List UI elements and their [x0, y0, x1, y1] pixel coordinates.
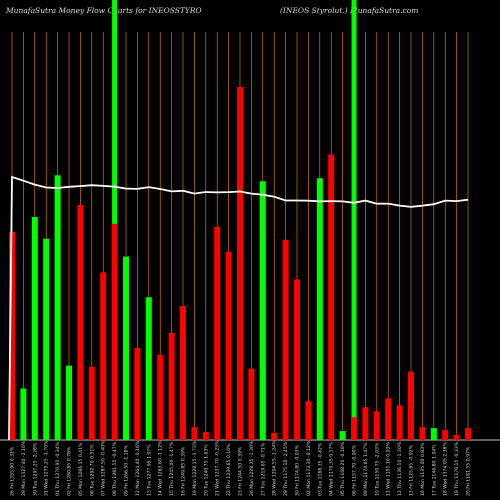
money-flow-bar [168, 332, 175, 440]
money-flow-bar [54, 175, 61, 440]
money-flow-bar [180, 306, 186, 440]
x-tick-label: 07 Wed 1287.50 -0.40% [101, 440, 107, 496]
money-flow-bar [145, 297, 152, 440]
money-flow-bar [202, 432, 209, 440]
x-tick-label: 21 Wed 1237.70 -0.25% [215, 440, 221, 496]
x-tick-label: 31 Wed 1275.25 -1.70% [44, 440, 50, 496]
x-tick-label: 18 Wed 1174.05 2.38% [443, 442, 449, 496]
x-tick-label: 13 Tue 1277.95 1.07% [146, 444, 152, 496]
x-tick-label: 05 Thu 1168.20 -0.18% [340, 441, 346, 496]
x-tick-label: 27 Tue 1219.65 -0.71% [260, 442, 266, 496]
money-flow-bar [225, 251, 232, 440]
money-flow-bar [123, 256, 129, 440]
x-tick-label: 30 Tue 1297.25 -2.28% [32, 442, 38, 496]
x-tick-label: 20 Fri 1181.55 0.97% [466, 446, 472, 496]
money-flow-bar [362, 407, 369, 440]
money-flow-bar [9, 231, 15, 440]
x-tick-label: 03 Tue 1168.35 -0.42% [317, 442, 323, 496]
x-tick-label: 06 Fri 1157.70 -0.90% [352, 444, 358, 496]
money-flow-bar [351, 417, 357, 440]
money-flow-bar [88, 366, 95, 440]
x-tick-label: 16 Fri 1249.85 0.39% [181, 446, 187, 496]
x-tick-label: 12 Thu 1136.10 -1.30% [397, 441, 403, 496]
chart-title: MunafaSutra Money Flow Charts for INEOSS… [6, 6, 202, 15]
x-tick-label: 14 Wed 1263.60 -1.12% [158, 440, 164, 496]
money-flow-bar [111, 223, 118, 440]
x-tick-label: 28 Wed 1204.55 -1.24% [272, 440, 278, 496]
x-tick-label: 22 Thu 1239.65 0.16% [226, 443, 232, 496]
money-flow-bar [191, 427, 198, 440]
highlight-line [351, 0, 357, 440]
price-line [8, 175, 469, 441]
x-tick-label: 19 Thu 1170.15 -0.33% [454, 441, 460, 496]
x-tick-label: 19 Mon 1228.15 -1.73% [192, 440, 198, 496]
money-flow-bar [453, 435, 460, 440]
money-flow-bar [316, 178, 323, 440]
x-tick-label: 16 Mon 1135.00 0.83% [420, 442, 426, 496]
money-flow-bar [442, 430, 449, 440]
money-flow-bar [248, 368, 255, 440]
money-flow-bar [66, 365, 72, 440]
x-tick-label: 01 Thu 1270.95 -0.34% [55, 441, 61, 496]
money-flow-bar [214, 226, 221, 440]
money-flow-bar [339, 431, 346, 440]
x-tick-label: 08 Thu 1281.55 -0.47% [112, 441, 118, 496]
money-flow-bar [259, 181, 266, 440]
highlight-line [112, 0, 118, 440]
x-tick-label: 13 Fri 1125.65 -0.92% [409, 444, 415, 496]
money-flow-bar [373, 411, 380, 440]
x-tick-label: 09 Fri 1266.50 -1.18% [124, 444, 130, 496]
x-tick-label: 30 Fri 1174.80 -0.03% [295, 444, 301, 496]
x-tick-label: 15 Thu 1245.00 -1.47% [169, 441, 175, 496]
money-flow-bar [408, 371, 414, 440]
money-flow-bar [271, 433, 278, 440]
money-flow-bar [419, 427, 426, 440]
money-flow-bar [77, 204, 84, 440]
x-tick-label: 05 Mon 1286.15 0.41% [78, 442, 84, 496]
money-flow-bar [282, 239, 289, 440]
x-tick-label: 04 Wed 1170.35 0.17% [329, 442, 335, 496]
money-flow-bar [134, 347, 141, 440]
x-tick-label: 02 Mon 1173.30 -0.12% [306, 440, 312, 496]
x-tick-label: 23 Fri 1244.50 0.39% [238, 446, 244, 496]
x-tick-label: 26 Fri 1355.90 0.31% [10, 446, 16, 496]
x-tick-label: 29 Mon 1327.40 -2.10% [21, 440, 27, 496]
x-tick-label: 26 Mon 1228.35 -1.30% [249, 440, 255, 496]
money-flow-bar [385, 398, 392, 440]
x-tick-label: 10 Tue 1150.75 -2.03% [374, 442, 380, 496]
money-flow-bar [430, 428, 437, 440]
money-flow-bar [396, 405, 403, 440]
money-flow-bar [328, 154, 335, 440]
x-tick-label: 17 Tue 1146.80 1.04% [431, 444, 437, 496]
x-tick-label: 06 Tue 1292.70 0.51% [89, 444, 95, 496]
money-flow-bar [305, 401, 312, 440]
chart-subtitle: (INEOS Styrolut.) MunafaSutra.com [280, 6, 419, 15]
x-tick-label: 20 Tue 1240.75 1.03% [203, 444, 209, 496]
x-tick-label: 02 Fri 1280.85 0.78% [67, 446, 73, 496]
money-flow-bar [294, 279, 300, 440]
money-flow-bar [20, 388, 27, 440]
money-flow-bar [465, 428, 471, 440]
money-flow-bar [43, 238, 50, 440]
x-tick-label: 12 Mon 1264.40 -0.16% [135, 440, 141, 496]
x-tick-label: 09 Mon 1174.65 1.47% [363, 442, 369, 496]
money-flow-bar [31, 216, 38, 440]
money-flow-bar [237, 87, 243, 440]
x-tick-label: 29 Thu 1175.10 -2.45% [283, 441, 289, 496]
x-tick-label: 11 Wed 1151.10 0.03% [386, 442, 392, 496]
money-flow-bar [157, 354, 164, 440]
money-flow-bar [100, 272, 107, 440]
